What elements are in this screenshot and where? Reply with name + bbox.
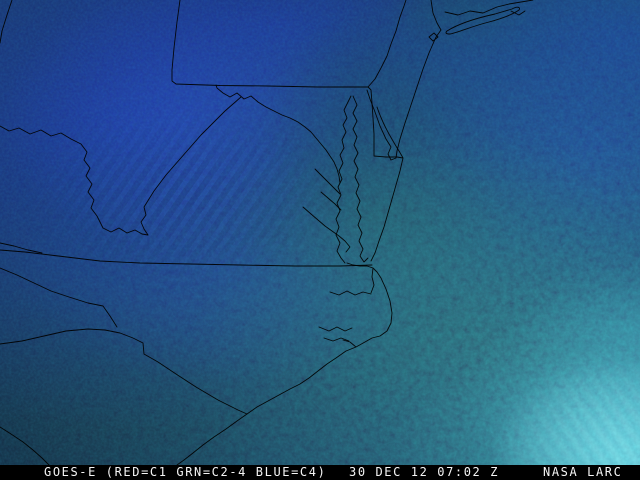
boundary-new-jersey: [366, 0, 442, 161]
boundary-northcarolina-southcarolina: [0, 328, 248, 415]
caption-datetime: 30 DEC 12 07:02 Z: [349, 465, 500, 479]
boundary-tennessee-spurs: [0, 242, 118, 328]
boundary-westvirginia-virginia: [140, 96, 242, 236]
potomac-river-border: [215, 84, 341, 184]
boundary-virginia-northcarolina: [0, 249, 373, 267]
satellite-imagery: [0, 0, 640, 465]
bright-cyan-cloud-streaks: [420, 305, 640, 465]
boundary-delmarva-delaware: [367, 86, 404, 262]
wave-cloud-streaks: [15, 95, 355, 295]
carolina-coastline-outer-banks: [176, 262, 393, 465]
boundary-pennsylvania: [171, 0, 407, 88]
chesapeake-bay-west-shore: [335, 95, 352, 264]
virginia-tidal-rivers: [302, 168, 351, 253]
dark-speckle-texture: [0, 0, 640, 465]
caption-bar: GOES-E (RED=C1 GRN=C2-4 BLUE=C4) 30 DEC …: [0, 465, 640, 480]
boundary-georgia-southcarolina: [0, 426, 50, 465]
ohio-river-border: [0, 0, 149, 236]
chesapeake-bay-east-shore: [352, 95, 369, 263]
boundary-long-island: [445, 6, 526, 35]
boundary-connecticut-coast: [444, 0, 534, 16]
caption-credit: NASA LARC: [543, 465, 623, 479]
state-boundaries-overlay: [0, 0, 534, 465]
caption-instrument-channels: GOES-E (RED=C1 GRN=C2-4 BLUE=C4): [44, 465, 327, 479]
